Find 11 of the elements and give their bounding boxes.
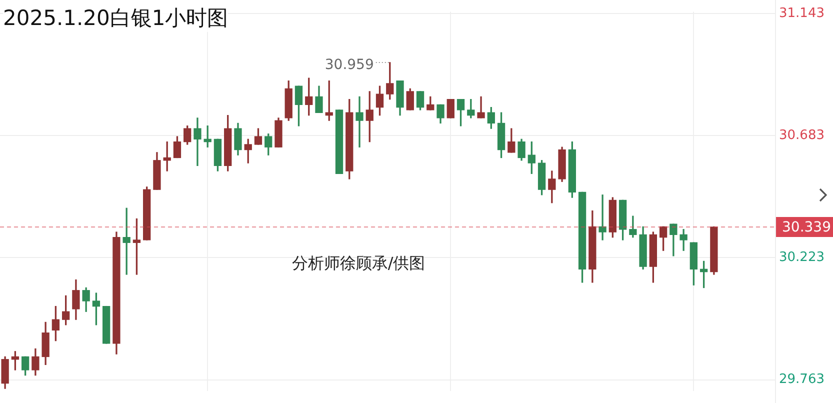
y-tick-label: 29.763 [779, 372, 824, 388]
annotation: 30.959 [324, 57, 374, 74]
candlestick [102, 306, 110, 344]
ref-line-label: 30.339 [782, 220, 831, 236]
y-tick-label: 30.223 [779, 250, 824, 266]
candlestick [446, 99, 454, 118]
annotation: 分析师徐顾承/供图 [292, 253, 426, 272]
candlestick [335, 110, 344, 174]
chart-title: 2025.1.20白银1小时图 [3, 4, 228, 32]
y-tick-label: 31.143 [779, 6, 824, 22]
y-tick-label: 30.683 [779, 128, 824, 144]
